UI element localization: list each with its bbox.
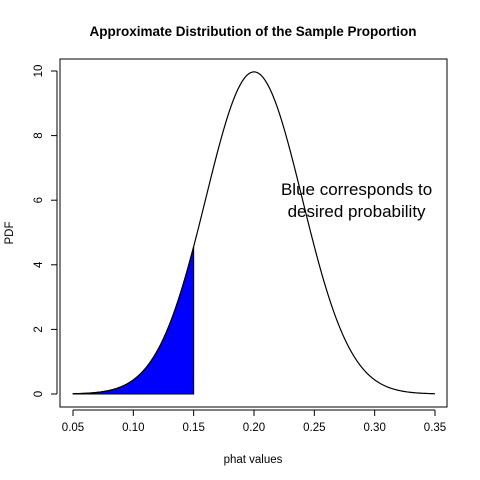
x-tick-label: 0.20 [243,422,265,434]
y-tick-label: 4 [33,261,45,268]
x-axis: 0.05 0.10 0.15 0.20 0.25 0.30 0.35 [62,409,446,434]
annotation-line: desired probability [288,202,426,221]
plot-box [59,58,448,408]
x-tick-label: 0.05 [62,422,84,434]
x-tick-label: 0.15 [182,422,204,434]
y-tick-label: 2 [33,326,45,332]
y-tick-label: 0 [33,391,45,397]
x-tick-label: 0.10 [122,422,144,434]
density-curve [72,71,436,395]
y-tick-label: 6 [33,197,45,203]
x-tick-label: 0.30 [363,422,385,434]
plot-area [72,71,436,395]
chart-title: Approximate Distribution of the Sample P… [89,24,416,39]
x-axis-label: phat values [224,454,283,466]
y-axis: 0 2 4 6 8 10 [33,65,58,397]
y-axis-label: PDF [4,222,16,245]
x-tick-label: 0.25 [303,422,325,434]
y-tick-label: 10 [33,65,45,78]
annotation: Blue corresponds to desired probability [281,180,432,221]
annotation-line: Blue corresponds to [281,180,432,199]
y-tick-label: 8 [33,132,45,138]
x-tick-label: 0.35 [424,422,446,434]
